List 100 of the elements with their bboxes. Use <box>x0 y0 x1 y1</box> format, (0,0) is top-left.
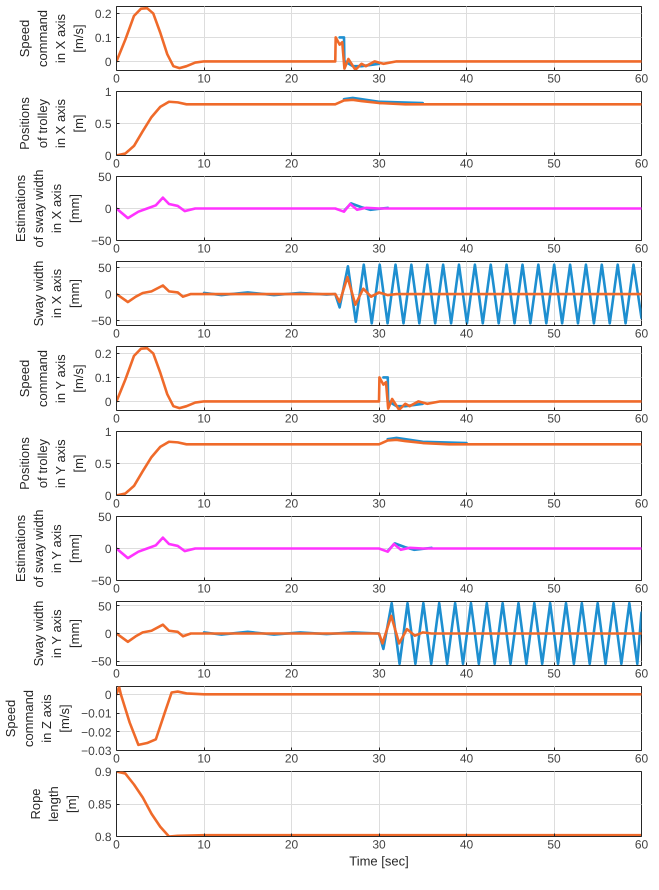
line-series <box>116 6 642 70</box>
line-series <box>116 614 642 645</box>
x-tick-label: 30 <box>372 666 386 680</box>
x-tick-label: 50 <box>547 838 561 852</box>
x-tick-label: 40 <box>460 326 474 340</box>
y-tick-label: 0.85 <box>88 798 112 812</box>
x-tick-label: 20 <box>284 582 298 596</box>
y-tick-label: 0.5 <box>94 117 112 131</box>
line-series <box>116 772 642 836</box>
x-tick-label: 30 <box>372 412 386 426</box>
x-tick-label: 50 <box>547 326 561 340</box>
y-axis-title: Speed command in Y axis [m/s] <box>16 350 86 408</box>
y-axis-title: Estimations of sway width in Y axis [mm] <box>13 509 82 588</box>
y-tick-label: 0 <box>104 394 112 409</box>
y-axis-title: Positions of trolley in Y axis [m] <box>16 436 86 490</box>
x-tick-label: 0 <box>113 752 120 766</box>
x-tick-label: 20 <box>284 72 298 86</box>
y-tick-label: 0.5 <box>94 457 112 471</box>
y-tick-label: 0.8 <box>94 830 112 844</box>
y-tick-label: −50 <box>91 314 112 328</box>
y-tick-label: 0 <box>104 688 112 702</box>
y-tick-label: 0.1 <box>94 30 112 45</box>
y-tick-label: −50 <box>91 574 112 588</box>
x-tick-label: 60 <box>634 582 648 596</box>
y-tick-label: 0.2 <box>94 346 112 361</box>
y-tick-label: −0.02 <box>81 725 112 740</box>
x-tick-label: 30 <box>372 156 386 170</box>
x-tick-label: 10 <box>197 156 211 170</box>
x-tick-label: 60 <box>634 752 648 766</box>
x-tick-label: 40 <box>460 582 474 596</box>
x-tick-label: 50 <box>547 72 561 86</box>
y-tick-label: 50 <box>98 599 112 614</box>
x-tick-label: 40 <box>460 666 474 680</box>
x-tick-label: 20 <box>284 496 298 510</box>
x-tick-label: 0 <box>113 72 120 86</box>
x-tick-label: 60 <box>634 666 648 680</box>
x-tick-label: 50 <box>547 582 561 596</box>
y-tick-label: 0.9 <box>94 765 112 779</box>
x-tick-label: 10 <box>197 326 211 340</box>
x-tick-label: 30 <box>372 752 386 766</box>
y-tick-label: 0.2 <box>94 6 112 21</box>
x-tick-label: 10 <box>197 838 211 852</box>
x-tick-label: 40 <box>460 156 474 170</box>
x-tick-label: 50 <box>547 496 561 510</box>
x-tick-label: 60 <box>634 326 648 340</box>
line-series <box>116 276 642 306</box>
x-tick-label: 30 <box>372 72 386 86</box>
x-axis-title: Time [sec] <box>349 854 409 868</box>
x-tick-label: 0 <box>113 496 120 510</box>
x-tick-label: 50 <box>547 412 561 426</box>
x-tick-label: 10 <box>197 496 211 510</box>
line-series <box>116 196 642 220</box>
y-tick-label: 50 <box>98 260 112 275</box>
y-axis-title: Sway width in Y axis [mm] <box>31 600 82 666</box>
y-tick-label: 50 <box>98 510 112 524</box>
x-tick-label: 50 <box>547 752 561 766</box>
x-tick-label: 30 <box>372 326 386 340</box>
x-tick-label: 60 <box>634 412 648 426</box>
x-tick-label: 30 <box>372 242 386 256</box>
x-tick-label: 0 <box>113 582 120 596</box>
x-tick-label: 40 <box>460 752 474 766</box>
y-axis-title: Positions of trolley in X axis [m] <box>16 96 86 150</box>
x-tick-label: 10 <box>197 666 211 680</box>
x-tick-label: 40 <box>460 412 474 426</box>
y-axis-title: Speed command in Z axis [m/s] <box>3 690 72 748</box>
x-tick-label: 60 <box>634 156 648 170</box>
x-tick-label: 50 <box>547 666 561 680</box>
y-tick-label: 0 <box>104 288 112 302</box>
x-tick-label: 40 <box>460 838 474 852</box>
x-tick-label: 40 <box>460 496 474 510</box>
y-tick-label: 1 <box>104 85 112 99</box>
y-tick-label: 0 <box>104 542 112 556</box>
x-tick-label: 20 <box>284 838 298 852</box>
x-tick-label: 30 <box>372 838 386 852</box>
x-tick-label: 10 <box>197 582 211 596</box>
x-tick-label: 10 <box>197 72 211 86</box>
x-tick-label: 0 <box>113 326 120 340</box>
y-tick-label: −0.01 <box>81 706 112 721</box>
x-tick-label: 60 <box>634 838 648 852</box>
y-axis-title: Estimations of sway width in X axis [mm] <box>13 169 82 248</box>
x-tick-label: 40 <box>460 242 474 256</box>
x-tick-label: 10 <box>197 242 211 256</box>
x-tick-label: 0 <box>113 666 120 680</box>
line-series <box>116 686 642 746</box>
x-tick-label: 10 <box>197 412 211 426</box>
y-tick-label: −50 <box>91 654 112 669</box>
x-tick-label: 20 <box>284 326 298 340</box>
x-tick-label: 0 <box>113 242 120 256</box>
x-tick-label: 20 <box>284 242 298 256</box>
x-tick-label: 50 <box>547 156 561 170</box>
x-tick-label: 0 <box>113 838 120 852</box>
x-tick-label: 40 <box>460 72 474 86</box>
x-tick-label: 60 <box>634 242 648 256</box>
x-tick-label: 30 <box>372 582 386 596</box>
x-tick-label: 60 <box>634 72 648 86</box>
y-tick-label: 0 <box>104 54 112 69</box>
x-tick-label: 20 <box>284 412 298 426</box>
line-series <box>116 536 642 560</box>
x-tick-label: 0 <box>113 156 120 170</box>
x-tick-label: 30 <box>372 496 386 510</box>
